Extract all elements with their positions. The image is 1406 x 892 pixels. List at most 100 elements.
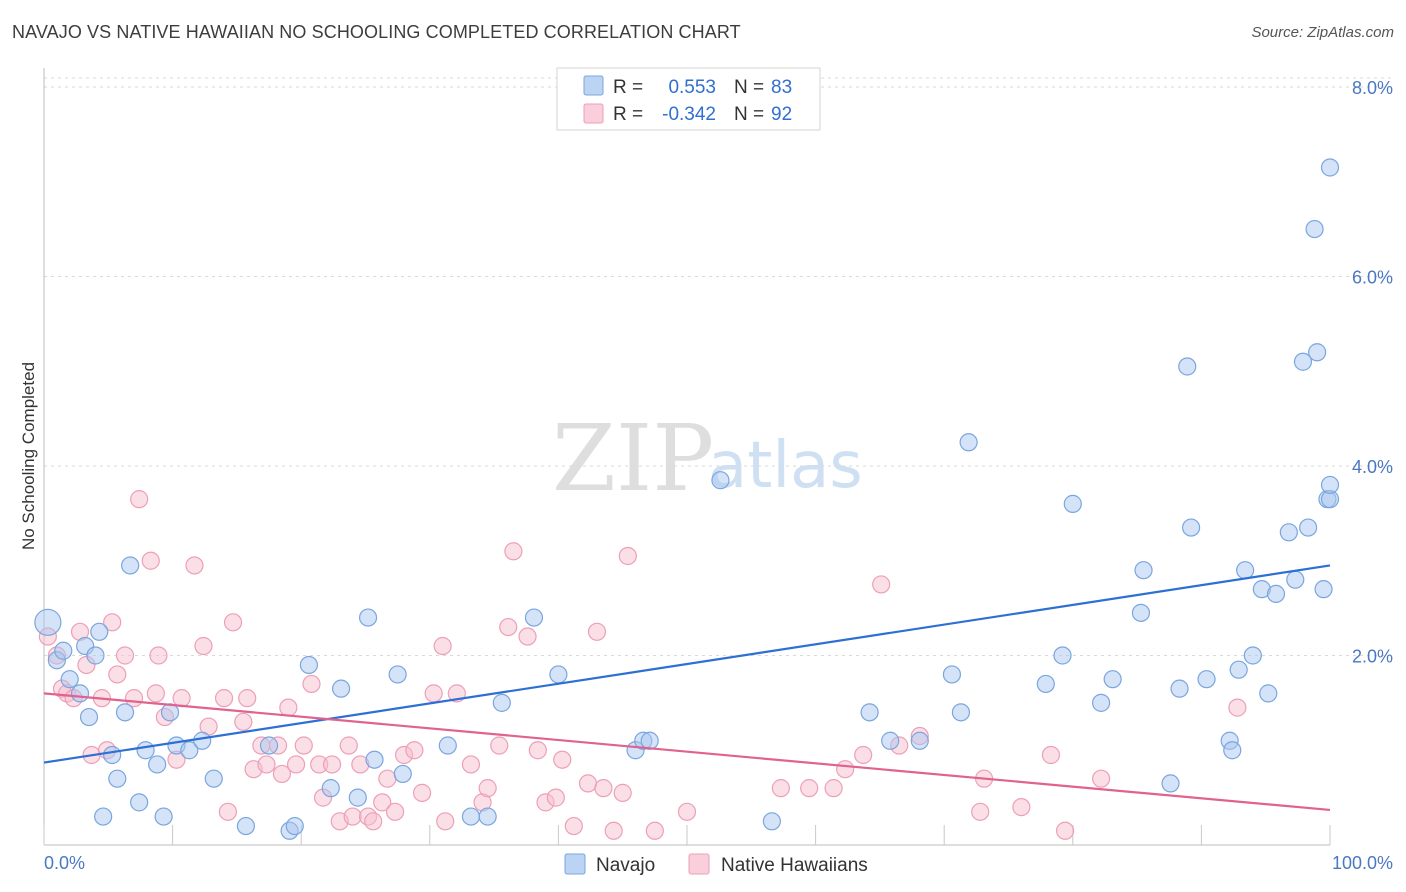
data-point-native-hawaiians bbox=[800, 779, 819, 798]
data-point-navajo bbox=[393, 764, 412, 784]
x-tick-label-max: 100.0% bbox=[1332, 853, 1393, 873]
data-point-navajo bbox=[103, 745, 122, 765]
data-point-navajo bbox=[1229, 660, 1248, 679]
trend-line-native-hawaiians bbox=[43, 692, 1331, 812]
data-point-navajo bbox=[1170, 679, 1189, 698]
data-point-navajo bbox=[299, 655, 319, 675]
data-point-native-hawaiians bbox=[364, 812, 383, 831]
chart-source: Source: ZipAtlas.com bbox=[1251, 24, 1394, 41]
data-point-native-hawaiians bbox=[971, 802, 990, 821]
data-point-navajo bbox=[1197, 670, 1216, 689]
data-point-native-hawaiians bbox=[1228, 698, 1247, 717]
data-point-navajo bbox=[236, 816, 256, 836]
legend-n-label-navajo: N = bbox=[734, 77, 764, 98]
data-point-navajo bbox=[94, 807, 113, 826]
series-navajo-points bbox=[34, 158, 1340, 840]
data-point-native-hawaiians bbox=[385, 802, 405, 821]
data-point-navajo bbox=[1320, 475, 1340, 495]
data-point-native-hawaiians bbox=[141, 551, 160, 570]
legend-r-value-native-hawaiians: -0.342 bbox=[662, 104, 716, 125]
data-point-navajo bbox=[136, 741, 155, 760]
data-point-native-hawaiians bbox=[461, 755, 481, 774]
data-point-navajo bbox=[1091, 693, 1111, 712]
chart-title: NAVAJO VS NATIVE HAWAIIAN NO SCHOOLING C… bbox=[12, 22, 741, 42]
legend-r-label-native-hawaiians: R = bbox=[613, 104, 643, 125]
data-point-native-hawaiians bbox=[553, 750, 572, 769]
y-tick-label: 8.0% bbox=[1352, 78, 1393, 98]
data-point-navajo bbox=[121, 556, 140, 575]
data-point-native-hawaiians bbox=[279, 698, 298, 717]
data-point-native-hawaiians bbox=[504, 542, 523, 561]
data-point-navajo bbox=[1036, 674, 1055, 694]
data-point-native-hawaiians bbox=[146, 684, 165, 703]
data-point-native-hawaiians bbox=[373, 793, 392, 812]
data-point-navajo bbox=[711, 471, 730, 490]
data-point-native-hawaiians bbox=[412, 783, 432, 802]
data-point-native-hawaiians bbox=[339, 736, 358, 755]
data-point-navajo bbox=[438, 736, 457, 755]
data-point-navajo bbox=[108, 769, 127, 788]
data-point-native-hawaiians bbox=[343, 807, 362, 826]
data-point-navajo bbox=[461, 807, 481, 826]
data-point-navajo bbox=[365, 750, 384, 769]
legend-r-label-navajo: R = bbox=[613, 77, 643, 98]
data-point-navajo bbox=[1243, 646, 1262, 665]
data-point-navajo bbox=[1259, 684, 1278, 703]
data-point-navajo bbox=[60, 670, 79, 689]
data-point-navajo bbox=[1308, 343, 1327, 362]
data-point-native-hawaiians bbox=[286, 755, 306, 774]
data-point-navajo bbox=[910, 731, 929, 750]
data-point-navajo bbox=[881, 731, 900, 750]
data-point-native-hawaiians bbox=[103, 613, 122, 632]
data-point-native-hawaiians bbox=[115, 646, 135, 665]
data-point-navajo bbox=[1161, 774, 1180, 793]
data-point-native-hawaiians bbox=[613, 783, 632, 802]
data-point-native-hawaiians bbox=[587, 622, 607, 641]
data-point-navajo bbox=[1053, 646, 1072, 665]
data-point-native-hawaiians bbox=[294, 736, 313, 755]
data-point-native-hawaiians bbox=[872, 575, 891, 594]
data-point-native-hawaiians bbox=[578, 774, 598, 793]
data-point-navajo bbox=[1182, 518, 1201, 537]
data-point-navajo bbox=[34, 608, 62, 636]
data-point-native-hawaiians bbox=[172, 689, 191, 708]
data-point-navajo bbox=[959, 433, 978, 452]
data-point-navajo bbox=[762, 812, 781, 831]
y-tick-label: 2.0% bbox=[1352, 646, 1393, 666]
data-point-navajo bbox=[942, 665, 962, 684]
data-point-native-hawaiians bbox=[424, 684, 443, 703]
data-point-native-hawaiians bbox=[223, 613, 243, 632]
trend-line-navajo bbox=[43, 564, 1331, 764]
data-point-navajo bbox=[348, 788, 367, 807]
data-point-navajo bbox=[1223, 741, 1242, 760]
data-point-native-hawaiians bbox=[218, 802, 237, 821]
y-tick-label: 4.0% bbox=[1352, 457, 1393, 477]
data-point-native-hawaiians bbox=[149, 646, 168, 665]
data-point-navajo bbox=[388, 665, 407, 684]
data-point-native-hawaiians bbox=[604, 821, 623, 840]
legend-swatch-native-hawaiians bbox=[583, 103, 604, 124]
data-point-native-hawaiians bbox=[302, 674, 321, 694]
y-tick-label: 6.0% bbox=[1352, 267, 1393, 287]
data-point-navajo bbox=[70, 684, 90, 703]
data-point-native-hawaiians bbox=[854, 745, 873, 765]
data-point-navajo bbox=[79, 707, 99, 727]
bottom-legend-swatch-native-hawaiians bbox=[688, 853, 710, 875]
data-point-navajo bbox=[180, 741, 199, 760]
data-point-native-hawaiians bbox=[478, 779, 497, 798]
data-point-navajo bbox=[1236, 561, 1255, 580]
bottom-legend: Navajo Native Hawaiians bbox=[564, 853, 868, 876]
data-point-navajo bbox=[204, 769, 223, 788]
data-point-native-hawaiians bbox=[618, 546, 637, 566]
data-point-native-hawaiians bbox=[378, 769, 397, 788]
data-point-navajo bbox=[549, 665, 568, 684]
data-point-native-hawaiians bbox=[771, 779, 790, 798]
watermark-zip: ZIP bbox=[552, 405, 714, 512]
data-point-native-hawaiians bbox=[214, 689, 234, 708]
bottom-legend-swatch-navajo bbox=[564, 853, 586, 875]
data-point-native-hawaiians bbox=[1091, 769, 1111, 788]
data-point-navajo bbox=[1320, 158, 1340, 177]
data-point-native-hawaiians bbox=[564, 816, 583, 836]
bottom-legend-label-native-hawaiians: Native Hawaiians bbox=[721, 855, 868, 876]
